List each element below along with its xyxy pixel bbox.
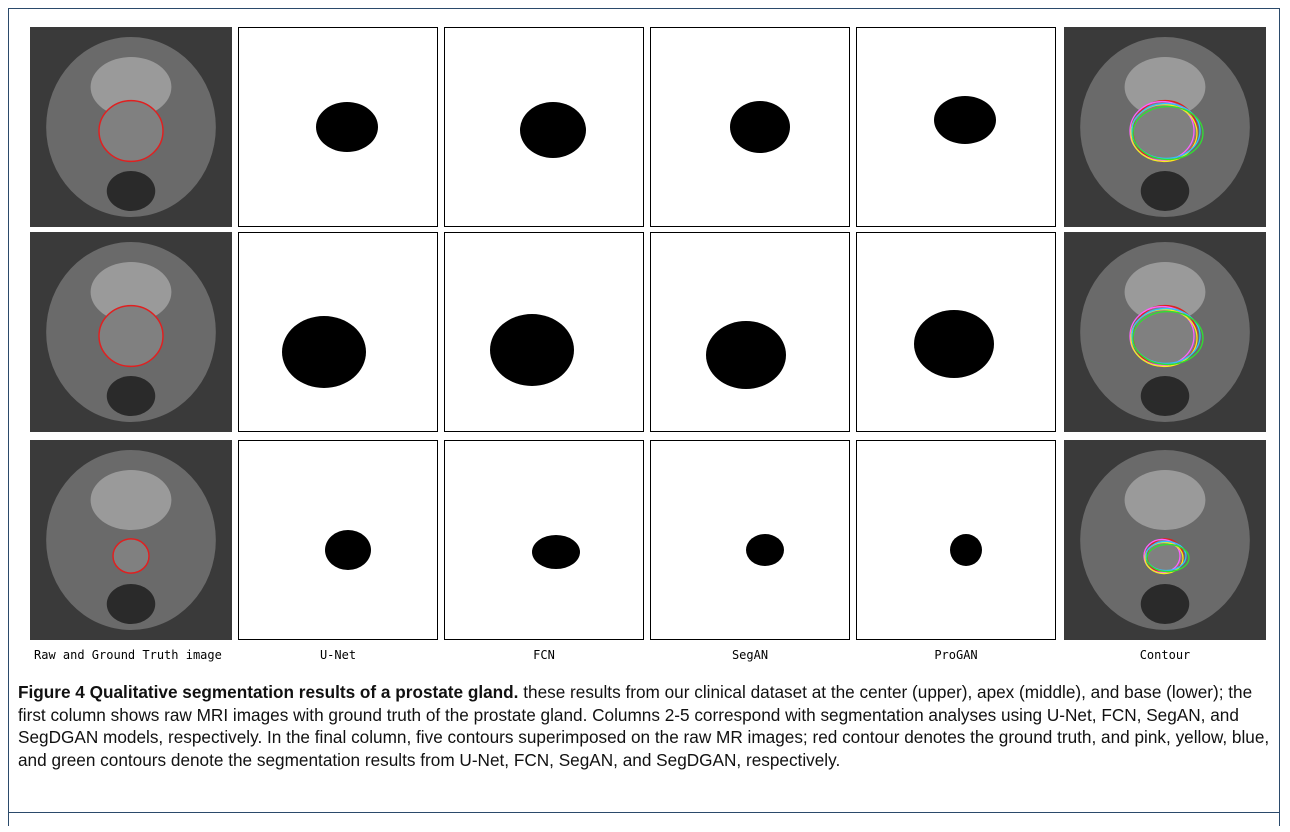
mask-blob [316,102,378,152]
figure: Raw and Ground Truth image U-Net FCN SegAN P… [0,0,1290,680]
column-label: Contour [1140,648,1191,662]
column-label: ProGAN [934,648,977,662]
mask-blob [730,101,790,153]
mask-blob [950,534,982,566]
mask-blob [490,314,574,386]
column-label: FCN [533,648,555,662]
mri-bladder [91,470,172,530]
mri-rectum [1141,584,1189,624]
column-label: Raw and Ground Truth image [34,648,222,662]
mask-blob [532,535,580,569]
mask-panel [651,441,850,640]
page: Raw and Ground Truth image U-Net FCN SegAN P… [0,0,1290,832]
mri-rectum [1141,171,1189,211]
mask-blob [325,530,371,570]
mask-blob [934,96,996,144]
column-label: SegAN [732,648,768,662]
caption-title: Figure 4 Qualitative segmentation result… [18,682,518,702]
mri-rectum [107,376,155,416]
separator [8,812,1280,813]
mask-blob [746,534,784,566]
mri-rectum [107,171,155,211]
mri-rectum [1141,376,1189,416]
mask-blob [706,321,786,389]
mask-blob [282,316,366,388]
mri-bladder [1125,470,1206,530]
caption: Figure 4 Qualitative segmentation result… [18,681,1280,771]
mask-blob [520,102,586,158]
mri-rectum [107,584,155,624]
column-label: U-Net [320,648,356,662]
mask-blob [914,310,994,378]
